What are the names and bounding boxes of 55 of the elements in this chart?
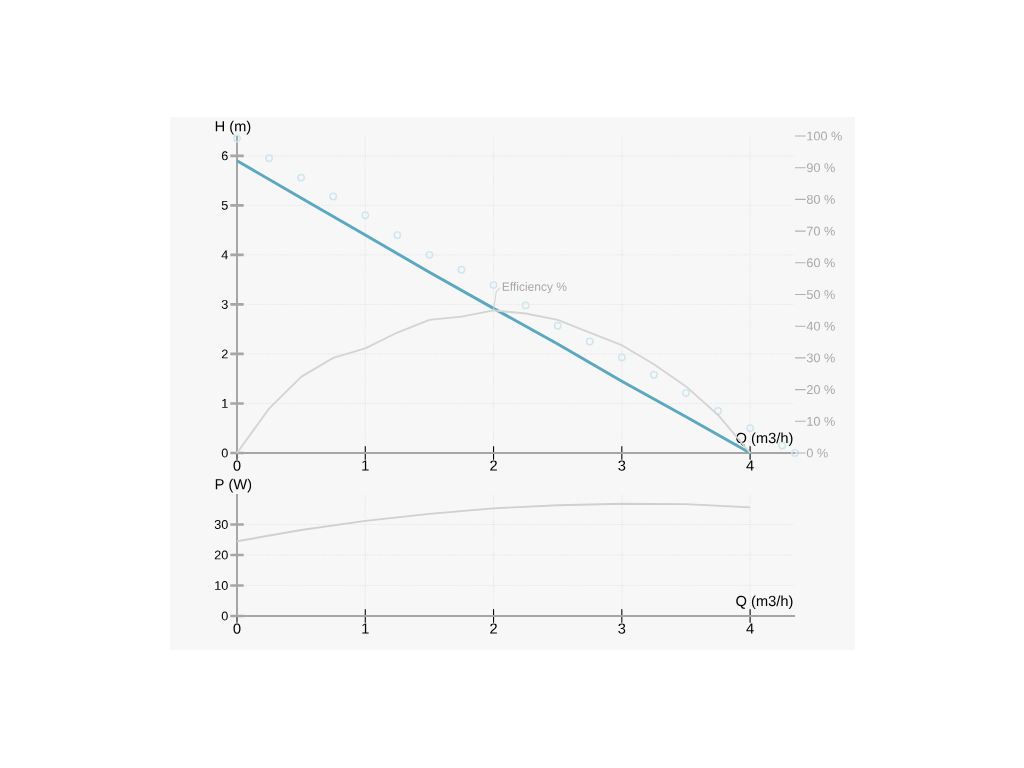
point <box>457 265 466 274</box>
y2-tick-label: 80 % <box>806 194 835 204</box>
y2-tick-label: 0 % <box>806 448 828 458</box>
y2-tick-label: 50 % <box>806 290 835 299</box>
point <box>297 173 306 182</box>
y-tick-label: 20 <box>214 550 228 560</box>
y2-tick-label: 60 % <box>807 258 835 268</box>
y-tick-label: 1 <box>222 399 228 408</box>
y2-tick-label: 70 % <box>807 226 835 236</box>
point <box>489 281 498 290</box>
point <box>521 301 530 310</box>
y-axis-title: H (m) <box>215 120 251 135</box>
point <box>617 353 626 362</box>
y-tick-label: 10 <box>215 581 228 590</box>
x-tick-label: 0 <box>233 623 241 634</box>
y2-tick-label: 100 % <box>807 131 842 141</box>
x-tick-label: 4 <box>746 623 754 634</box>
x-tick-label: 2 <box>490 460 497 471</box>
point <box>329 192 338 201</box>
x-tick-label: 1 <box>362 460 369 471</box>
y-tick-label: 30 <box>214 520 228 529</box>
point <box>393 231 402 239</box>
point <box>746 424 755 433</box>
x-tick-label: 0 <box>233 460 241 471</box>
y2-tick-label: 30 % <box>806 353 835 363</box>
point <box>791 449 799 457</box>
y-tick-label: 0 <box>221 611 228 621</box>
y-axis-title: P (W) <box>215 478 252 493</box>
point <box>553 321 562 330</box>
x-tick-label: 3 <box>618 623 626 634</box>
x-tick-label: 4 <box>746 460 754 471</box>
line-series <box>236 502 752 543</box>
point <box>714 406 722 415</box>
y-tick-label: 0 <box>221 448 228 458</box>
y2-tick-label: 90 % <box>806 163 835 173</box>
y-tick-label: 6 <box>221 151 228 161</box>
y2-tick-label: 40 % <box>806 321 835 331</box>
y-tick-label: 5 <box>221 200 228 210</box>
y2-tick-label: 20 % <box>807 385 835 395</box>
point <box>361 211 370 220</box>
line-series <box>235 159 752 455</box>
y-tick-label: 3 <box>221 299 228 309</box>
series-label: Efficiency % <box>502 282 567 294</box>
x-tick-label: 1 <box>362 623 369 634</box>
x-tick-label: 3 <box>618 460 626 471</box>
point <box>585 337 594 346</box>
x-axis-title: Q (m3/h) <box>736 595 793 610</box>
y-tick-label: 2 <box>221 349 228 359</box>
point <box>425 250 434 259</box>
point <box>265 154 274 163</box>
point <box>682 389 690 398</box>
y2-tick-label: 10 % <box>807 416 835 426</box>
x-tick-label: 2 <box>490 623 497 634</box>
y-tick-label: 4 <box>221 250 228 260</box>
point <box>649 370 658 379</box>
